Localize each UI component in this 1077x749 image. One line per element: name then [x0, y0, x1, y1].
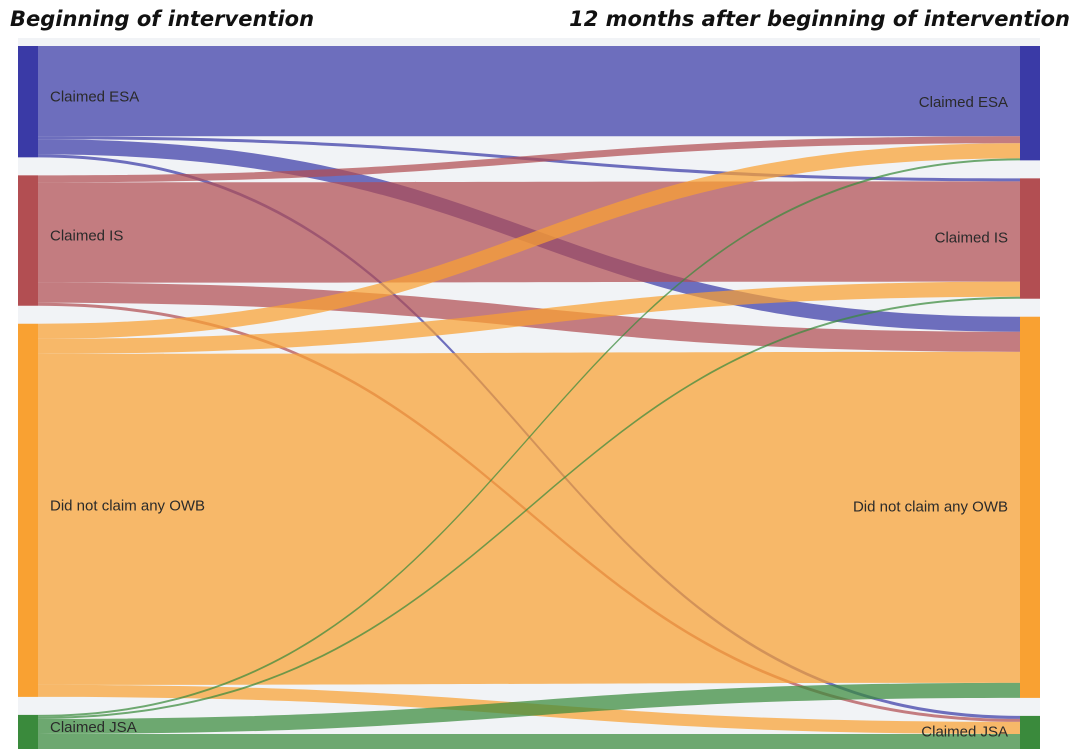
flow	[38, 46, 1020, 137]
flow	[38, 158, 1020, 717]
column-title: 12 months after beginning of interventio…	[569, 7, 1070, 31]
node-label: Claimed ESA	[919, 94, 1008, 111]
flow	[38, 143, 1020, 339]
node-label: Claimed IS	[935, 230, 1008, 247]
flow	[38, 733, 1020, 749]
node	[18, 714, 38, 749]
node	[18, 323, 38, 697]
node-label: Claimed IS	[50, 228, 123, 245]
node	[18, 175, 38, 306]
node-label: Claimed JSA	[50, 719, 137, 736]
node-label: Claimed JSA	[921, 723, 1008, 740]
node	[18, 46, 38, 158]
flow	[38, 351, 1020, 685]
flow	[38, 281, 1020, 354]
node	[1020, 178, 1040, 299]
column-title: Beginning of intervention	[10, 7, 314, 31]
flow	[38, 296, 1020, 719]
node	[1020, 316, 1040, 698]
node	[1020, 715, 1040, 749]
node-label: Claimed ESA	[50, 89, 139, 106]
node-label: Did not claim any OWB	[50, 497, 205, 514]
flow	[38, 136, 1020, 183]
flow	[38, 181, 1020, 283]
node-label: Did not claim any OWB	[853, 498, 1008, 515]
flow	[38, 682, 1020, 734]
node	[1020, 46, 1040, 161]
